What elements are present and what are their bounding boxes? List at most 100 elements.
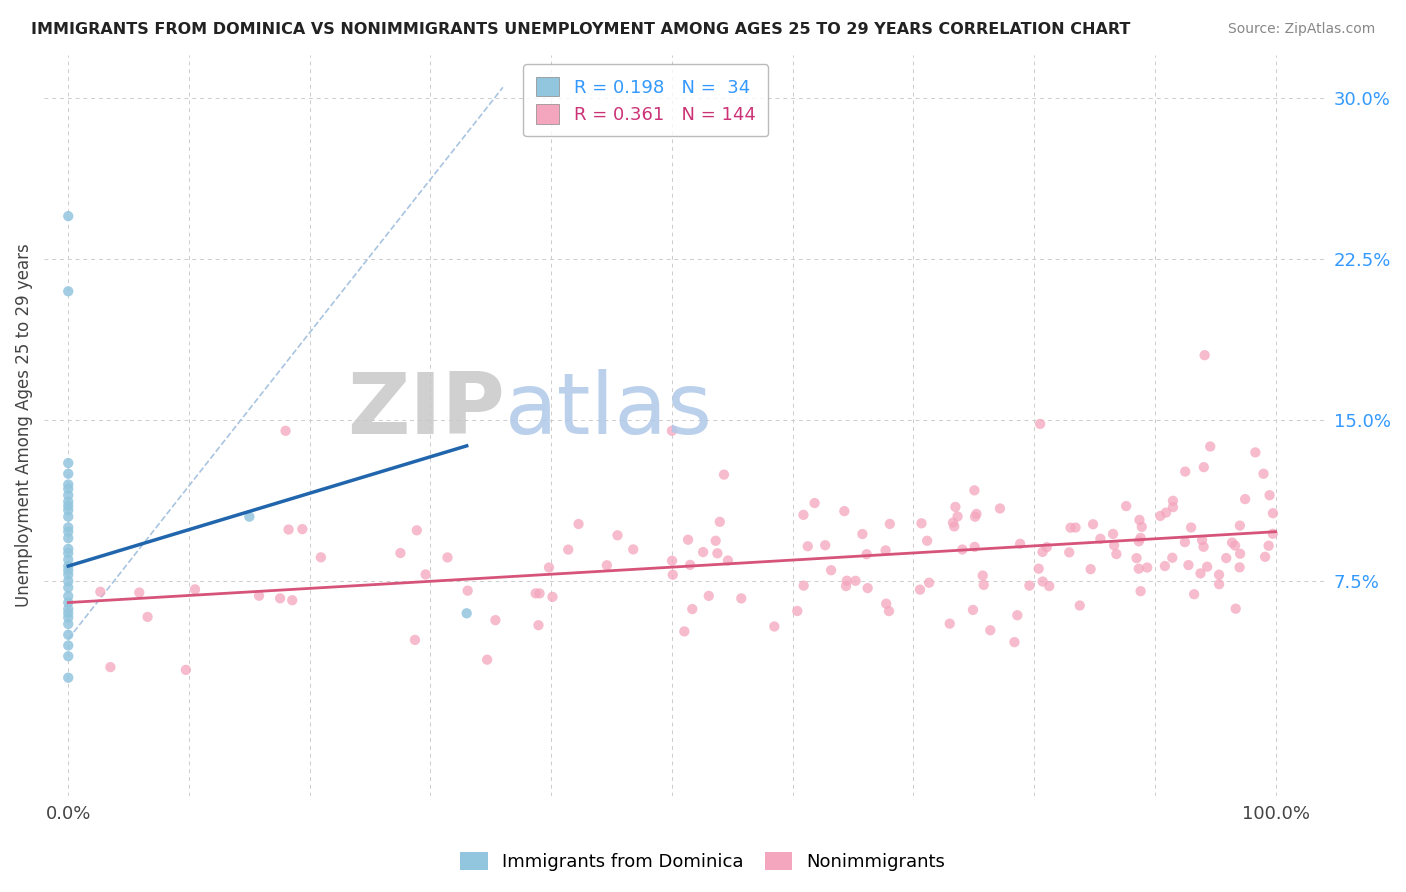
Point [915,533,938,548]
Point [567,516,589,531]
Point [238,509,260,524]
Point [1007,608,1029,623]
Point [1090,532,1112,546]
Point [1257,539,1279,553]
Point [58,531,80,545]
Point [58,467,80,481]
Point [1128,513,1150,527]
Point [58,482,80,496]
Point [704,533,727,548]
Point [247,589,270,603]
Point [1229,547,1251,561]
Point [661,424,683,438]
Point [58,639,80,653]
Point [1028,562,1050,576]
Point [58,649,80,664]
Point [415,567,437,582]
Point [962,603,984,617]
Point [943,519,966,533]
Point [1064,520,1087,534]
Point [1080,562,1102,576]
Point [1018,579,1040,593]
Point [972,568,994,582]
Point [1128,534,1150,549]
Point [855,547,877,561]
Point [697,589,720,603]
Point [1261,526,1284,541]
Point [58,520,80,534]
Point [1069,599,1091,613]
Point [1189,566,1212,581]
Point [484,613,506,627]
Point [1244,445,1267,459]
Point [1208,567,1230,582]
Point [1102,527,1125,541]
Point [1102,538,1125,552]
Point [706,546,728,560]
Text: IMMIGRANTS FROM DOMINICA VS NONIMMIGRANTS UNEMPLOYMENT AMONG AGES 25 TO 29 YEARS: IMMIGRANTS FROM DOMINICA VS NONIMMIGRANT… [31,22,1130,37]
Point [136,610,159,624]
Point [389,546,412,560]
Point [1154,506,1177,520]
Point [1161,550,1184,565]
Point [908,582,931,597]
Point [679,558,702,572]
Point [274,424,297,438]
Point [541,590,564,604]
Point [309,550,332,565]
Point [1208,577,1230,591]
Point [58,581,80,595]
Point [1197,559,1219,574]
Point [58,524,80,539]
Point [1136,560,1159,574]
Point [58,610,80,624]
Point [673,624,696,639]
Point [988,501,1011,516]
Point [475,653,498,667]
Point [910,516,932,531]
Point [58,546,80,560]
Point [1253,467,1275,481]
Point [1225,601,1247,615]
Point [1129,584,1152,599]
Point [58,552,80,566]
Point [58,671,80,685]
Point [1154,559,1177,574]
Point [1191,533,1213,548]
Point [676,533,699,547]
Legend: Immigrants from Dominica, Nonimmigrants: Immigrants from Dominica, Nonimmigrants [453,846,953,879]
Point [58,285,80,299]
Point [529,586,551,600]
Point [835,579,858,593]
Point [945,500,967,514]
Point [1125,551,1147,566]
Point [965,507,987,521]
Point [973,578,995,592]
Point [1194,348,1216,362]
Point [1128,562,1150,576]
Point [938,616,960,631]
Point [58,499,80,513]
Point [1059,521,1081,535]
Point [963,540,986,554]
Point [1031,545,1053,559]
Point [950,542,973,557]
Point [1258,488,1281,502]
Point [879,516,901,531]
Point [58,559,80,574]
Point [456,607,478,621]
Point [1174,535,1197,549]
Point [835,574,858,588]
Point [1254,549,1277,564]
Point [174,663,197,677]
Point [1161,500,1184,515]
Point [58,488,80,502]
Point [918,575,941,590]
Point [946,509,969,524]
Point [875,543,897,558]
Point [1115,499,1137,513]
Point [58,456,80,470]
Point [965,509,987,524]
Point [291,522,314,536]
Point [404,632,426,647]
